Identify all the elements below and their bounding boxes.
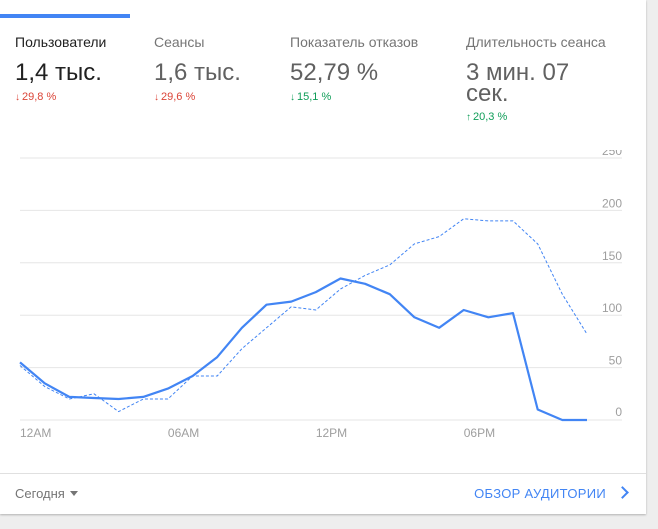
x-tick-label: 12AM — [20, 426, 51, 440]
active-tab-indicator — [0, 14, 130, 18]
metric-tab-sessions[interactable]: Сеансы 1,6 тыс. ↓ 29,6 % — [154, 34, 241, 103]
x-tick-label: 12PM — [316, 426, 347, 440]
metric-tab-session-duration[interactable]: Длительность сеанса 3 мин. 07 сек. ↑ 20,3… — [466, 34, 606, 123]
y-tick-label: 250 — [602, 150, 622, 158]
arrow-down-icon: ↓ — [154, 92, 159, 103]
footer-divider — [0, 473, 646, 474]
metric-value: 1,6 тыс. — [154, 59, 241, 86]
metric-delta-value: 20,3 % — [473, 111, 508, 123]
y-tick-label: 150 — [602, 249, 622, 263]
metric-delta: ↓ 29,8 % — [15, 91, 106, 103]
arrow-down-icon: ↓ — [290, 92, 295, 103]
metric-label: Пользователи — [15, 34, 107, 50]
x-tick-label: 06AM — [168, 426, 199, 440]
metric-value: 52,79 % — [290, 59, 379, 86]
metric-label: Сеансы — [154, 34, 205, 50]
metric-tab-users[interactable]: Пользователи 1,4 тыс. ↓ 29,8 % — [15, 34, 106, 103]
audience-overview-label: ОБЗОР АУДИТОРИИ — [474, 486, 606, 501]
metric-delta: ↓ 29,6 % — [154, 91, 241, 103]
metric-value: 1,4 тыс. — [15, 59, 102, 86]
current-series-line — [19, 277, 587, 422]
caret-down-icon — [69, 491, 78, 496]
arrow-up-icon: ↑ — [466, 112, 471, 123]
metric-value: 3 мин. 07 сек. — [466, 59, 570, 107]
audience-card: Пользователи 1,4 тыс. ↓ 29,8 % Сеансы 1,6… — [0, 0, 646, 514]
y-tick-label: 0 — [615, 405, 622, 419]
comparison-series-line — [19, 218, 588, 413]
y-tick-label: 200 — [602, 196, 622, 210]
metric-delta-value: 15,1 % — [297, 91, 332, 103]
metric-delta: ↑ 20,3 % — [466, 111, 606, 123]
users-line-chart: 250 200 150 100 50 0 12AM 06AM 12PM 06PM — [19, 150, 623, 440]
metric-delta: ↓ 15,1 % — [290, 91, 418, 103]
period-dropdown-label: Сегодня — [15, 486, 65, 501]
chevron-right-icon — [616, 486, 629, 499]
audience-overview-link[interactable]: ОБЗОР АУДИТОРИИ — [474, 486, 629, 501]
metric-delta-value: 29,6 % — [161, 91, 196, 103]
period-dropdown[interactable]: Сегодня — [15, 486, 78, 501]
metric-tab-bounce-rate[interactable]: Показатель отказов 52,79 % ↓ 15,1 % — [290, 34, 418, 103]
metric-delta-value: 29,8 % — [22, 91, 57, 103]
arrow-down-icon: ↓ — [15, 92, 20, 103]
y-tick-label: 100 — [602, 301, 622, 315]
metric-label: Длительность сеанса — [466, 34, 606, 50]
metric-label: Показатель отказов — [290, 34, 419, 50]
x-tick-label: 06PM — [464, 426, 495, 440]
y-tick-label: 50 — [609, 354, 623, 368]
